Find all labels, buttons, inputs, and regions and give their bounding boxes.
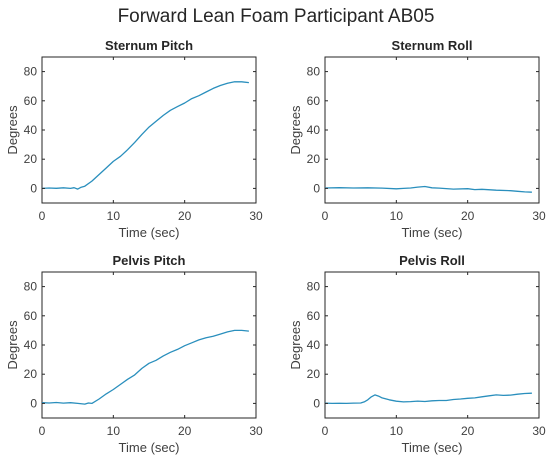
chart-pelvis-pitch-xtick-label: 10: [107, 424, 121, 438]
chart-pelvis-pitch-panel: 0 10 20 30 0 20 40 60 80 Pelvis Pitch Time (sec) De…: [5, 253, 263, 455]
chart-sternum-roll-ytick-label: 80: [307, 65, 321, 79]
chart-pelvis-roll-ytick-label: 40: [307, 338, 321, 352]
chart-pelvis-roll-ytick-label: 0: [313, 396, 320, 410]
chart-pelvis-pitch-title: Pelvis Pitch: [113, 253, 186, 268]
chart-sternum-pitch-ylabel: Degrees: [5, 105, 20, 155]
chart-pelvis-pitch-ylabel: Degrees: [5, 320, 20, 370]
chart-sternum-pitch-title: Sternum Pitch: [105, 38, 193, 53]
chart-pelvis-roll-series-line: [324, 392, 532, 405]
chart-pelvis-pitch-xlabel: Time (sec): [119, 440, 180, 455]
chart-pelvis-pitch-xtick-label: 0: [39, 424, 46, 438]
chart-pelvis-pitch-ytick-label: 0: [30, 396, 37, 410]
chart-pelvis-roll-xtick-label: 0: [322, 424, 329, 438]
chart-sternum-roll-xtick-label: 30: [532, 209, 546, 223]
chart-sternum-roll-ylabel: Degrees: [288, 105, 303, 155]
chart-sternum-roll-panel: 0 10 20 30 0 20 40 60 80 Sternum Roll Time (sec) De…: [288, 38, 546, 240]
chart-sternum-pitch-ytick-label: 80: [24, 65, 38, 79]
chart-pelvis-pitch-series-line: [41, 329, 249, 405]
chart-pelvis-roll-panel: 0 10 20 30 0 20 40 60 80 Pelvis Roll Time (sec) Deg…: [288, 253, 546, 455]
chart-sternum-pitch-ytick-label: 20: [24, 152, 38, 166]
chart-sternum-roll-ytick-label: 40: [307, 123, 321, 137]
chart-sternum-roll-ytick-label: 0: [313, 181, 320, 195]
chart-sternum-pitch-ytick-label: 60: [24, 94, 38, 108]
chart-pelvis-roll-plot-area: [324, 271, 540, 419]
chart-pelvis-pitch-plot-area: [41, 271, 257, 419]
chart-sternum-roll-xtick-label: 20: [461, 209, 475, 223]
chart-sternum-roll-plot-area: [324, 56, 540, 204]
chart-sternum-roll-xlabel: Time (sec): [402, 225, 463, 240]
chart-pelvis-roll-ylabel: Degrees: [288, 320, 303, 370]
chart-pelvis-roll-ytick-label: 60: [307, 309, 321, 323]
chart-pelvis-pitch-ytick-label: 80: [24, 280, 38, 294]
chart-pelvis-roll-ytick-label: 20: [307, 367, 321, 381]
chart-sternum-pitch-series-line: [41, 81, 249, 190]
chart-sternum-roll-ytick-label: 60: [307, 94, 321, 108]
chart-pelvis-roll-xtick-label: 10: [390, 424, 404, 438]
chart-sternum-pitch-plot-area: [41, 56, 257, 204]
chart-pelvis-roll-ytick-label: 80: [307, 280, 321, 294]
chart-pelvis-pitch-ytick-label: 20: [24, 367, 38, 381]
chart-sternum-pitch-ytick-label: 0: [30, 181, 37, 195]
chart-sternum-pitch-xtick-label: 10: [107, 209, 121, 223]
chart-sternum-pitch-xtick-label: 30: [249, 209, 263, 223]
chart-pelvis-roll-xlabel: Time (sec): [402, 440, 463, 455]
figure-title: Forward Lean Foam Participant AB05: [118, 6, 435, 27]
chart-sternum-pitch-ytick-label: 40: [24, 123, 38, 137]
chart-pelvis-roll-xtick-label: 20: [461, 424, 475, 438]
chart-sternum-roll-ytick-label: 20: [307, 152, 321, 166]
chart-pelvis-pitch-xtick-label: 30: [249, 424, 263, 438]
chart-sternum-roll-title: Sternum Roll: [392, 38, 473, 53]
chart-sternum-pitch-xtick-label: 0: [39, 209, 46, 223]
chart-sternum-pitch-xlabel: Time (sec): [119, 225, 180, 240]
chart-pelvis-pitch-xtick-label: 20: [178, 424, 192, 438]
chart-pelvis-roll-xtick-label: 30: [532, 424, 546, 438]
chart-sternum-pitch-xtick-label: 20: [178, 209, 192, 223]
chart-pelvis-pitch-ytick-label: 40: [24, 338, 38, 352]
chart-sternum-roll-xtick-label: 10: [390, 209, 404, 223]
chart-sternum-pitch-panel: 0 10 20 30 0 20 40 60 80 Sternum Pitch Time (sec) D…: [5, 38, 263, 240]
chart-pelvis-pitch-ytick-label: 60: [24, 309, 38, 323]
chart-pelvis-roll-title: Pelvis Roll: [399, 253, 465, 268]
chart-sternum-roll-series-line: [324, 185, 532, 193]
chart-sternum-roll-xtick-label: 0: [322, 209, 329, 223]
